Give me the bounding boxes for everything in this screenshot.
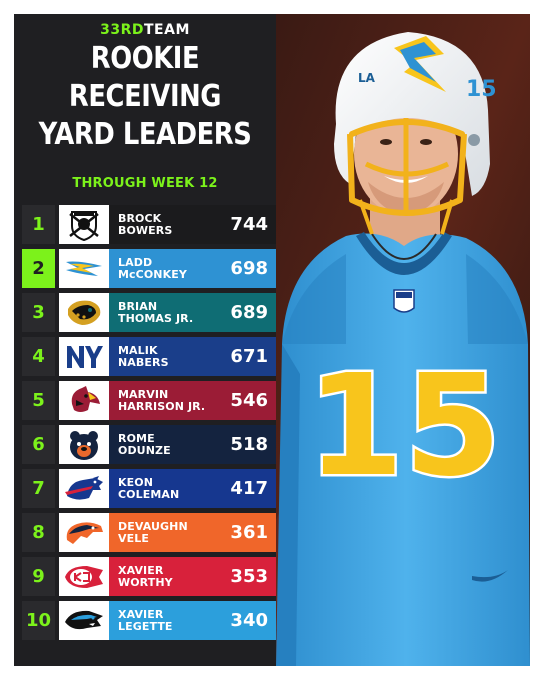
raiders-icon (59, 205, 109, 244)
player-bar: DEVAUGHN VELE 361 (59, 513, 276, 552)
player-name: KEON COLEMAN (118, 475, 180, 501)
player-name: DEVAUGHN VELE (118, 519, 188, 545)
rank-number: 2 (22, 249, 55, 288)
panthers-icon (59, 601, 109, 640)
yards-value: 546 (230, 390, 268, 411)
player-bar: LADD McCONKEY 698 (59, 249, 276, 288)
rank-number: 4 (22, 337, 55, 376)
yards-value: 417 (230, 478, 268, 499)
list-item: 2 LADD McCONKEY 698 (22, 249, 276, 288)
page-title: ROOKIE RECEIVING YARD LEADERS (38, 41, 252, 152)
yards-value: 671 (230, 346, 268, 367)
rank-number: 10 (22, 601, 55, 640)
yards-value: 518 (230, 434, 268, 455)
player-name: XAVIER LEGETTE (118, 607, 173, 633)
player-name: BROCK BOWERS (118, 211, 173, 237)
cardinals-icon (59, 381, 109, 420)
player-bar: BRIAN THOMAS JR. 689 (59, 293, 276, 332)
yards-value: 340 (230, 610, 268, 631)
bears-icon (59, 425, 109, 464)
yards-value: 353 (230, 566, 268, 587)
yards-value: 698 (230, 258, 268, 279)
graphic-card: 33RDTEAM ROOKIE RECEIVING YARD LEADERS T… (14, 14, 530, 666)
list-item: 3 BRIAN THOMAS JR. 689 (22, 293, 276, 332)
player-name: ROME ODUNZE (118, 431, 171, 457)
rank-number: 3 (22, 293, 55, 332)
player-name: LADD McCONKEY (118, 255, 187, 281)
player-photo: 15 LA 15 (276, 14, 530, 666)
list-item: 7 KEON COLEMAN 417 (22, 469, 276, 508)
jersey-number: 15 (307, 345, 502, 508)
yards-value: 361 (230, 522, 268, 543)
rank-number: 9 (22, 557, 55, 596)
list-item: 4 MALIK NABERS 671 (22, 337, 276, 376)
player-name: BRIAN THOMAS JR. (118, 299, 194, 325)
player-name: MALIK NABERS (118, 343, 169, 369)
player-bar: XAVIER WORTHY 353 (59, 557, 276, 596)
broncos-icon (59, 513, 109, 552)
yards-value: 689 (230, 302, 268, 323)
player-bar: KEON COLEMAN 417 (59, 469, 276, 508)
brand-logo: 33RDTEAM (100, 22, 190, 38)
giants-icon (59, 337, 109, 376)
chiefs-icon (59, 557, 109, 596)
list-item: 10 XAVIER LEGETTE 340 (22, 601, 276, 640)
player-bar: MALIK NABERS 671 (59, 337, 276, 376)
rank-number: 8 (22, 513, 55, 552)
helmet-mark: LA (358, 71, 376, 85)
player-bar: XAVIER LEGETTE 340 (59, 601, 276, 640)
rank-number: 5 (22, 381, 55, 420)
subtitle: THROUGH WEEK 12 (72, 176, 218, 191)
helmet-number: 15 (466, 77, 497, 102)
player-bar: MARVIN HARRISON JR. 546 (59, 381, 276, 420)
list-item: 5 MARVIN HARRISON JR. 546 (22, 381, 276, 420)
player-name: MARVIN HARRISON JR. (118, 387, 206, 413)
list-item: 6 ROME ODUNZE 518 (22, 425, 276, 464)
leaderboard-panel: 33RDTEAM ROOKIE RECEIVING YARD LEADERS T… (14, 14, 276, 666)
player-bar: BROCK BOWERS 744 (59, 205, 276, 244)
rank-number: 1 (22, 205, 55, 244)
player-name: XAVIER WORTHY (118, 563, 173, 589)
list-item: 8 DEVAUGHN VELE 361 (22, 513, 276, 552)
player-bar: ROME ODUNZE 518 (59, 425, 276, 464)
bills-icon (59, 469, 109, 508)
rank-number: 6 (22, 425, 55, 464)
list-item: 1 BROCK BOWERS 744 (22, 205, 276, 244)
jaguars-icon (59, 293, 109, 332)
yards-value: 744 (230, 214, 268, 235)
chargers-icon (59, 249, 109, 288)
rank-number: 7 (22, 469, 55, 508)
list-item: 9 XAVIER WORTHY 353 (22, 557, 276, 596)
leader-list: 1 BROCK BOWERS 744 2 (22, 205, 276, 645)
